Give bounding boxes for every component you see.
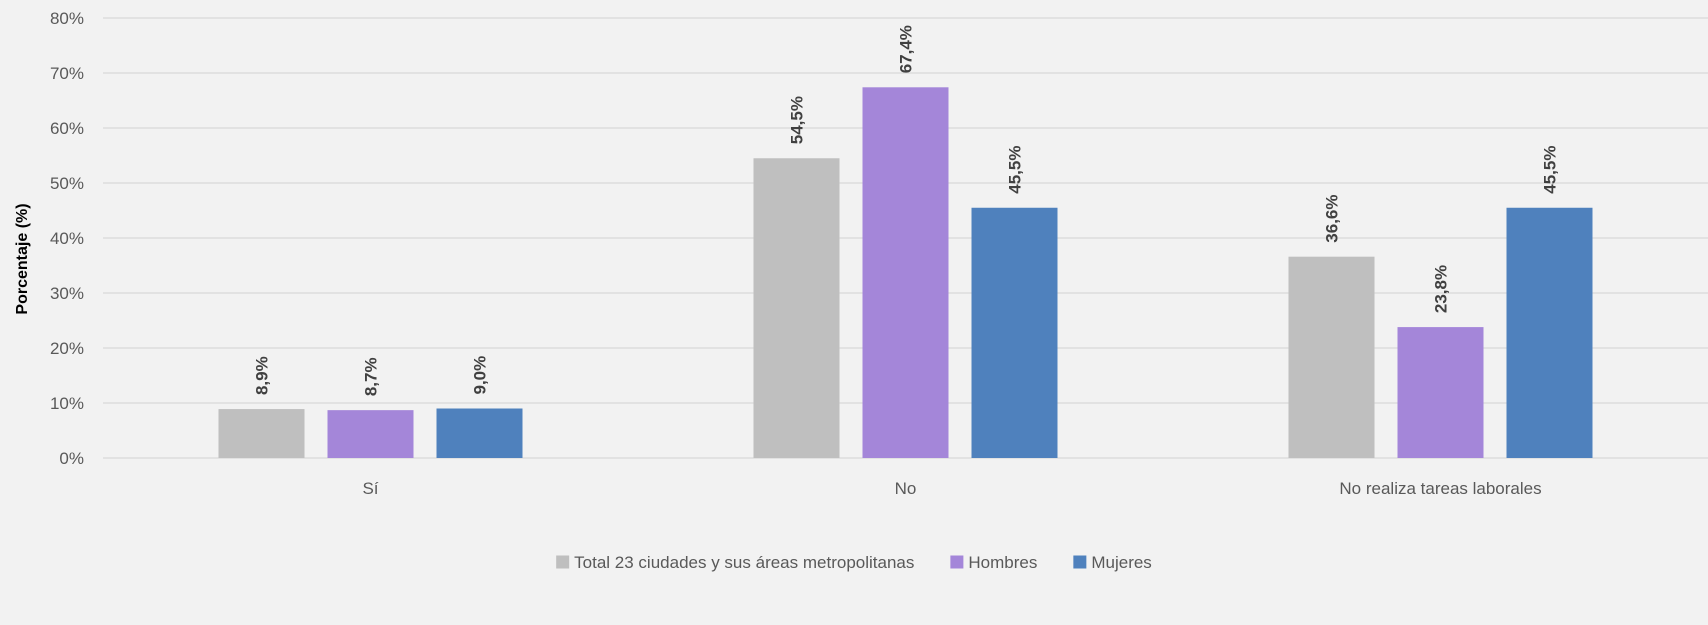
- data-label: 45,5%: [1541, 146, 1560, 194]
- bar: [1288, 256, 1375, 458]
- bars: [218, 87, 1593, 459]
- legend: Total 23 ciudades y sus áreas metropolit…: [556, 553, 1152, 572]
- y-tick-label: 50%: [50, 174, 84, 193]
- bar: [862, 87, 949, 459]
- data-label: 54,5%: [788, 96, 807, 144]
- bar: [218, 409, 305, 458]
- data-label: 23,8%: [1432, 265, 1451, 313]
- data-label: 45,5%: [1006, 146, 1025, 194]
- data-labels: 8,9% 8,7% 9,0% 54,5% 67,4% 45,5% 36,6% 23,8% 45,…: [253, 25, 1560, 396]
- bar: [1397, 327, 1484, 458]
- legend-label: Mujeres: [1091, 553, 1151, 572]
- x-category-label: No realiza tareas laborales: [1339, 479, 1541, 498]
- y-tick-label: 20%: [50, 339, 84, 358]
- y-tick-label: 70%: [50, 64, 84, 83]
- y-tick-label: 30%: [50, 284, 84, 303]
- data-label: 8,7%: [362, 357, 381, 396]
- bar: [1506, 207, 1593, 458]
- bar: [971, 207, 1058, 458]
- y-tick-label: 10%: [50, 394, 84, 413]
- x-axis-categories: Sí No No realiza tareas laborales: [362, 479, 1541, 498]
- bar: [753, 158, 840, 458]
- legend-label: Total 23 ciudades y sus áreas metropolit…: [574, 553, 914, 572]
- y-axis-ticks: 0% 10% 20% 30% 40% 50% 60% 70% 80%: [50, 9, 84, 468]
- data-label: 9,0%: [471, 356, 490, 395]
- legend-swatch: [950, 555, 964, 569]
- x-category-label: Sí: [362, 479, 378, 498]
- data-label: 67,4%: [897, 25, 916, 73]
- x-category-label: No: [895, 479, 917, 498]
- bar: [327, 410, 414, 458]
- legend-swatch: [1073, 555, 1087, 569]
- y-tick-label: 40%: [50, 229, 84, 248]
- bar: [436, 408, 523, 458]
- y-tick-label: 80%: [50, 9, 84, 28]
- y-axis-title: Porcentaje (%): [14, 203, 31, 314]
- data-label: 8,9%: [253, 356, 272, 395]
- data-label: 36,6%: [1323, 194, 1342, 242]
- y-tick-label: 60%: [50, 119, 84, 138]
- y-tick-label: 0%: [59, 449, 84, 468]
- legend-swatch: [556, 555, 570, 569]
- legend-label: Hombres: [968, 553, 1037, 572]
